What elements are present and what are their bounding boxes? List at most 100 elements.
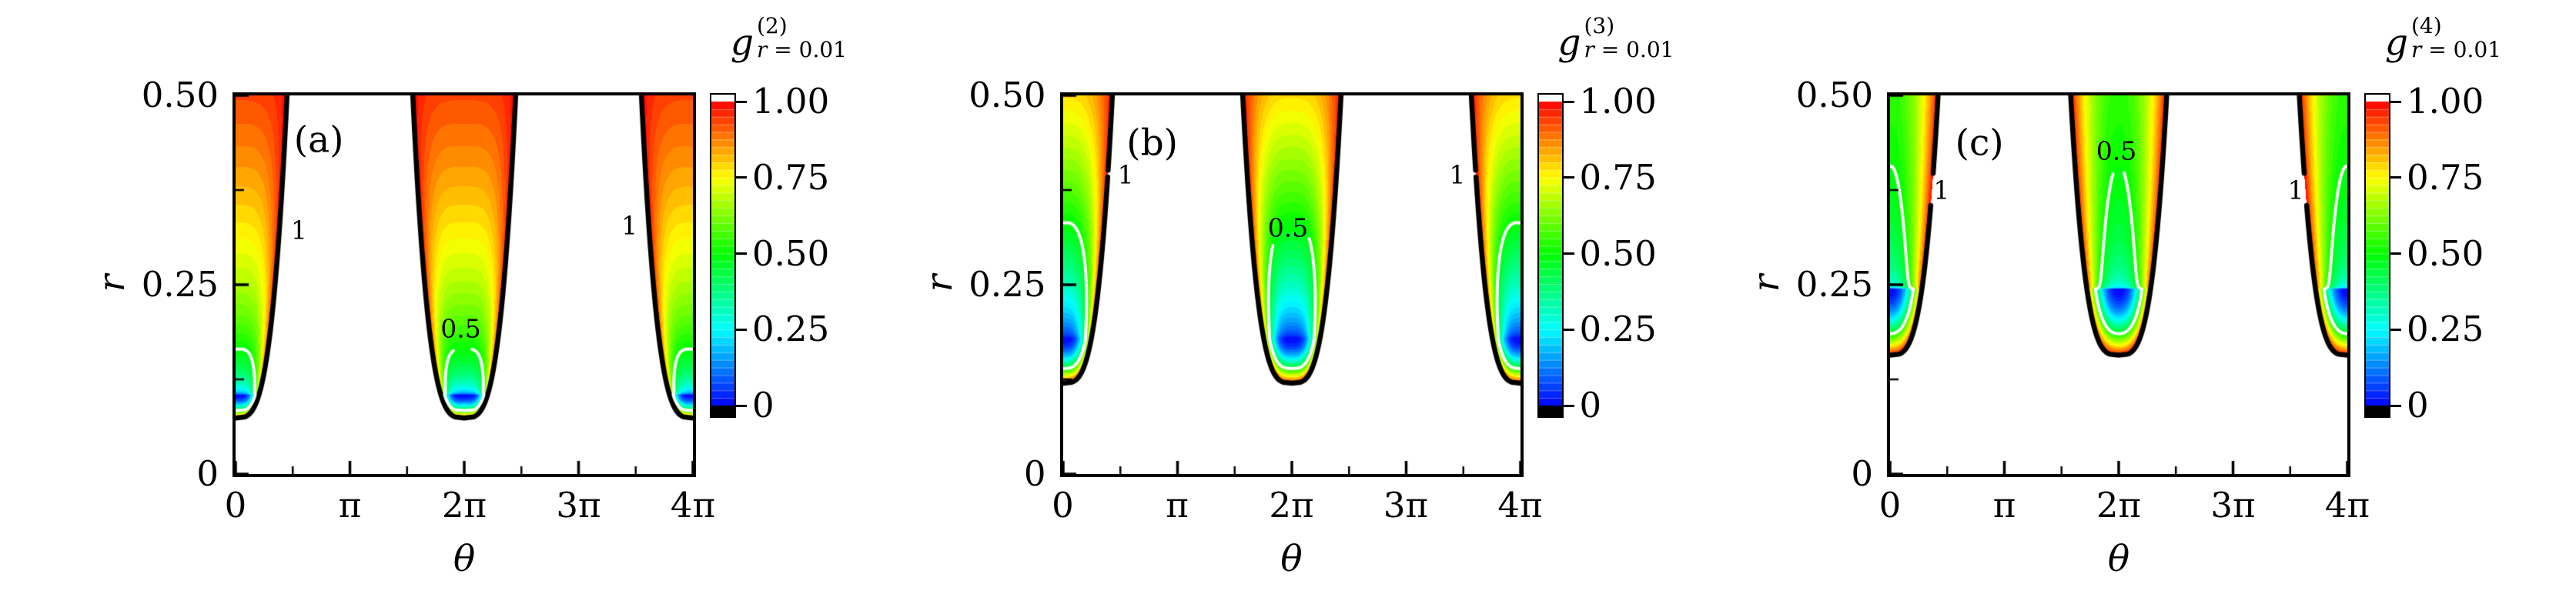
title-g-symbol: g — [730, 22, 754, 64]
x-axis-label: θ — [1280, 538, 1303, 580]
colorbar-canvas — [1537, 93, 1564, 418]
contour-label-1-right: 1 — [1449, 159, 1466, 190]
title-scripts: (3) r = 0.01 — [1584, 14, 1674, 62]
colorbar-title: g (4) r = 0.01 — [2385, 14, 2501, 62]
panel-a: g (2) r = 0.01 r θ (a) 1 1 0.5 0 π 2π 3π 4π 0… — [0, 0, 858, 591]
x-tick-label: π — [1166, 485, 1189, 526]
title-superscript: (2) — [757, 13, 788, 38]
x-tick-label: 4π — [1497, 485, 1543, 526]
x-tick-label: 4π — [2324, 485, 2370, 526]
colorbar-tick — [736, 328, 747, 331]
colorbar-tick-label: 0.75 — [752, 156, 830, 198]
title-subscript-value: = 0.01 — [2421, 37, 2501, 62]
colorbar-tick — [736, 404, 747, 407]
heatmap-canvas — [1059, 92, 1524, 477]
contour-label-0.5: 0.5 — [440, 313, 481, 344]
title-superscript: (3) — [1584, 13, 1615, 38]
contour-label-1-right: 1 — [2287, 175, 2304, 205]
colorbar-tick — [1563, 328, 1574, 331]
heatmap-canvas — [233, 92, 696, 477]
y-tick-label: 0.25 — [1795, 264, 1873, 305]
colorbar-tick-label: 1.00 — [1579, 81, 1657, 122]
panel-c: g (4) r = 0.01 r θ (c) 1 1 0.5 0 π 2π 3π 4π 0… — [1654, 0, 2513, 591]
y-tick-label: 0.25 — [969, 264, 1046, 305]
title-scripts: (4) r = 0.01 — [2411, 14, 2501, 62]
x-tick-label: 2π — [1269, 485, 1314, 526]
title-subscript-variable: r — [2411, 37, 2422, 62]
x-tick-label: π — [338, 485, 362, 526]
x-tick-label: 2π — [2096, 485, 2142, 526]
x-tick-label: 0 — [224, 485, 247, 526]
contour-label-1-left: 1 — [1933, 175, 1950, 205]
x-tick-label: 3π — [556, 485, 601, 526]
colorbar-tick — [2390, 100, 2401, 103]
contour-label-1-left: 1 — [1117, 159, 1134, 190]
colorbar-title: g (3) r = 0.01 — [1557, 14, 1674, 62]
y-tick-label: 0.50 — [969, 75, 1046, 115]
title-subscript: r = 0.01 — [2411, 38, 2501, 62]
colorbar-tick-label: 1.00 — [752, 81, 830, 122]
colorbar-tick-label: 0.25 — [2407, 309, 2484, 350]
colorbar-tick-label: 0 — [1579, 385, 1602, 426]
contour-label-1-left: 1 — [290, 215, 307, 245]
colorbar-tick — [736, 252, 747, 255]
x-tick-label: 3π — [1383, 485, 1429, 526]
colorbar-tick-label: 0.25 — [752, 309, 830, 350]
heatmap-canvas — [1887, 92, 2350, 477]
colorbar-title: g (2) r = 0.01 — [731, 14, 847, 62]
colorbar-canvas — [710, 93, 736, 418]
y-tick-label: 0 — [196, 453, 219, 494]
title-subscript-value: = 0.01 — [1594, 37, 1674, 62]
x-tick-label: 0 — [1878, 485, 1902, 526]
y-tick-label: 0.50 — [141, 75, 219, 115]
colorbar-tick-label: 0.50 — [2407, 232, 2484, 274]
colorbar-tick-label: 0.50 — [1579, 232, 1657, 274]
colorbar-tick — [2390, 404, 2401, 407]
contour-label-1-right: 1 — [621, 210, 638, 241]
colorbar-tick — [2390, 252, 2401, 255]
colorbar-canvas — [2364, 93, 2390, 418]
panel-letter: (b) — [1126, 122, 1179, 165]
x-tick-label: 0 — [1052, 485, 1074, 526]
title-g-symbol: g — [1557, 22, 1581, 64]
panel-letter: (c) — [1955, 122, 2004, 165]
title-subscript-value: = 0.01 — [767, 37, 847, 62]
colorbar-tick — [1563, 404, 1574, 407]
colorbar-tick — [736, 176, 747, 179]
y-tick-label: 0 — [1851, 453, 1873, 494]
colorbar-tick-label: 0.25 — [1579, 309, 1657, 350]
x-tick-label: 4π — [670, 485, 716, 526]
colorbar-tick — [1563, 252, 1574, 255]
colorbar-tick-label: 0.50 — [752, 232, 830, 274]
x-tick-label: 2π — [441, 485, 487, 526]
title-subscript-variable: r — [757, 37, 768, 62]
y-tick-label: 0 — [1023, 453, 1046, 494]
colorbar-tick-label: 1.00 — [2407, 81, 2484, 122]
title-g-symbol: g — [2384, 22, 2408, 64]
x-axis-label: θ — [2107, 538, 2130, 580]
panel-letter: (a) — [293, 119, 344, 162]
colorbar-tick — [1563, 100, 1574, 103]
x-tick-label: π — [1992, 485, 2016, 526]
colorbar-tick — [1563, 176, 1574, 179]
x-axis-label: θ — [453, 538, 476, 580]
colorbar-tick-label: 0.75 — [1579, 156, 1657, 198]
colorbar-tick-label: 0 — [2407, 385, 2429, 426]
x-tick-label: 3π — [2210, 485, 2256, 526]
colorbar-tick-label: 0 — [752, 385, 774, 426]
colorbar-tick — [2390, 328, 2401, 331]
contour-label-0.5: 0.5 — [1267, 212, 1309, 243]
panel-b: g (3) r = 0.01 r θ (b) 1 1 0.5 0 π 2π 3π 4π 0… — [828, 0, 1686, 591]
colorbar-tick — [2390, 176, 2401, 179]
colorbar-tick-label: 0.75 — [2407, 156, 2484, 198]
title-scripts: (2) r = 0.01 — [757, 14, 847, 62]
colorbar-tick — [736, 100, 747, 103]
title-subscript: r = 0.01 — [1584, 38, 1674, 62]
y-tick-label: 0.50 — [1795, 75, 1873, 115]
title-subscript: r = 0.01 — [757, 38, 847, 62]
contour-label-0.5: 0.5 — [2096, 135, 2137, 166]
y-tick-label: 0.25 — [141, 264, 219, 305]
title-subscript-variable: r — [1584, 37, 1594, 62]
title-superscript: (4) — [2411, 13, 2442, 38]
